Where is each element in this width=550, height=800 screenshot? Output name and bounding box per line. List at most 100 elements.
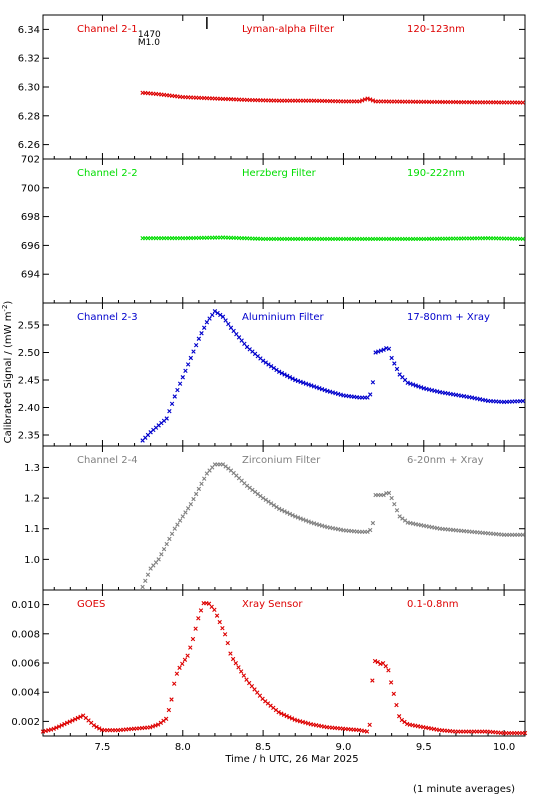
data-point [212, 309, 218, 314]
data-point [520, 532, 526, 538]
data-point [298, 516, 303, 521]
data-point [54, 725, 59, 730]
data-point [279, 711, 284, 716]
data-point [169, 531, 175, 537]
data-point [196, 616, 201, 621]
y-tick-label: 2.40 [18, 403, 40, 414]
panel-band-label: 17-80nm + Xray [407, 312, 490, 323]
data-point [166, 707, 172, 713]
y-tick-label: 694 [21, 270, 40, 281]
data-point [145, 572, 151, 577]
data-point [193, 626, 198, 631]
data-point [381, 347, 386, 352]
data-point [175, 387, 180, 393]
data-point [370, 380, 376, 385]
data-point [389, 495, 394, 501]
data-point [199, 331, 204, 336]
data-point [177, 518, 183, 523]
data-point [279, 370, 285, 376]
x-tick-label: 9.5 [416, 742, 432, 753]
y-tick-label: 0.004 [11, 688, 40, 699]
data-point [520, 100, 526, 105]
data-point [182, 657, 188, 662]
data-point [226, 321, 231, 327]
y-tick-label: 6.32 [18, 54, 40, 65]
data-point [268, 501, 274, 506]
y-axis-label: Calibrated Signal / (mW m-2) [1, 301, 14, 444]
data-point [306, 519, 311, 524]
data-point [185, 506, 191, 511]
data-point [287, 511, 293, 517]
data-point [381, 492, 386, 498]
data-point [394, 366, 400, 372]
y-tick-label: 2.35 [18, 431, 40, 442]
data-point [70, 718, 75, 723]
data-point [193, 342, 199, 348]
panel-band-label: 190-222nm [407, 168, 465, 179]
data-point [59, 723, 64, 728]
data-point [386, 490, 392, 496]
y-tick-label: 6.26 [18, 140, 40, 151]
data-point [180, 375, 185, 380]
y-tick-label: 6.34 [18, 25, 40, 36]
data-point [293, 514, 298, 519]
data-point [175, 522, 180, 527]
data-point [391, 691, 396, 697]
data-point [289, 716, 295, 721]
x-axis-label: Time / h UTC, 26 Mar 2025 [224, 754, 358, 765]
data-point [357, 99, 362, 104]
y-tick-label: 6.28 [18, 111, 40, 122]
data-point [215, 310, 220, 316]
data-point [199, 481, 204, 486]
data-point [174, 671, 180, 676]
series-channel-2-2 [140, 235, 526, 242]
series-channel-2-3 [140, 309, 526, 443]
data-point [64, 720, 70, 726]
y-tick-label: 2.50 [18, 348, 40, 359]
data-point [78, 714, 83, 719]
data-point [177, 665, 182, 671]
data-point [274, 367, 279, 373]
data-point [290, 376, 295, 381]
data-point [188, 355, 194, 361]
data-point [367, 722, 372, 727]
panel-filter-label: Lyman-alpha Filter [242, 24, 335, 35]
data-point [241, 673, 247, 678]
flare-marker: 1470 M1.0 [138, 17, 208, 48]
data-point [156, 557, 161, 562]
data-point [386, 346, 392, 352]
panel-filter-label: Xray Sensor [242, 599, 303, 610]
y-tick-label: 0.006 [11, 659, 40, 670]
data-point [172, 681, 177, 686]
data-point [91, 723, 97, 728]
data-point [196, 336, 202, 341]
data-point [225, 640, 230, 646]
panel-band-label: 120-123nm [407, 24, 465, 35]
panel-band-label: 6-20nm + Xray [407, 455, 484, 466]
data-point [198, 608, 204, 613]
data-point [389, 355, 394, 361]
data-point [287, 375, 293, 380]
data-point [204, 320, 210, 325]
data-point [143, 578, 148, 583]
data-point [263, 497, 268, 503]
panel-band-label: 0.1-0.8nm [407, 599, 459, 610]
data-point [285, 373, 290, 379]
data-point [266, 362, 271, 367]
panel-goes: 0.002 0.004 0.006 0.008 0.010 GOES Xray Sensor… [11, 589, 528, 737]
data-point [260, 495, 266, 501]
x-tick-label: 8.5 [255, 742, 271, 753]
data-point [163, 716, 169, 722]
data-point [220, 314, 226, 319]
y-tick-label: 6.30 [18, 83, 40, 94]
data-point [150, 724, 155, 729]
data-point [180, 514, 185, 519]
x-tick-label: 8.0 [175, 742, 191, 753]
y-tick-label: 696 [21, 241, 40, 252]
data-point [392, 361, 397, 366]
data-point [210, 312, 215, 318]
data-point [214, 613, 220, 618]
data-point [193, 491, 199, 497]
data-point [388, 680, 394, 685]
x-tick-label: 7.5 [94, 742, 110, 753]
